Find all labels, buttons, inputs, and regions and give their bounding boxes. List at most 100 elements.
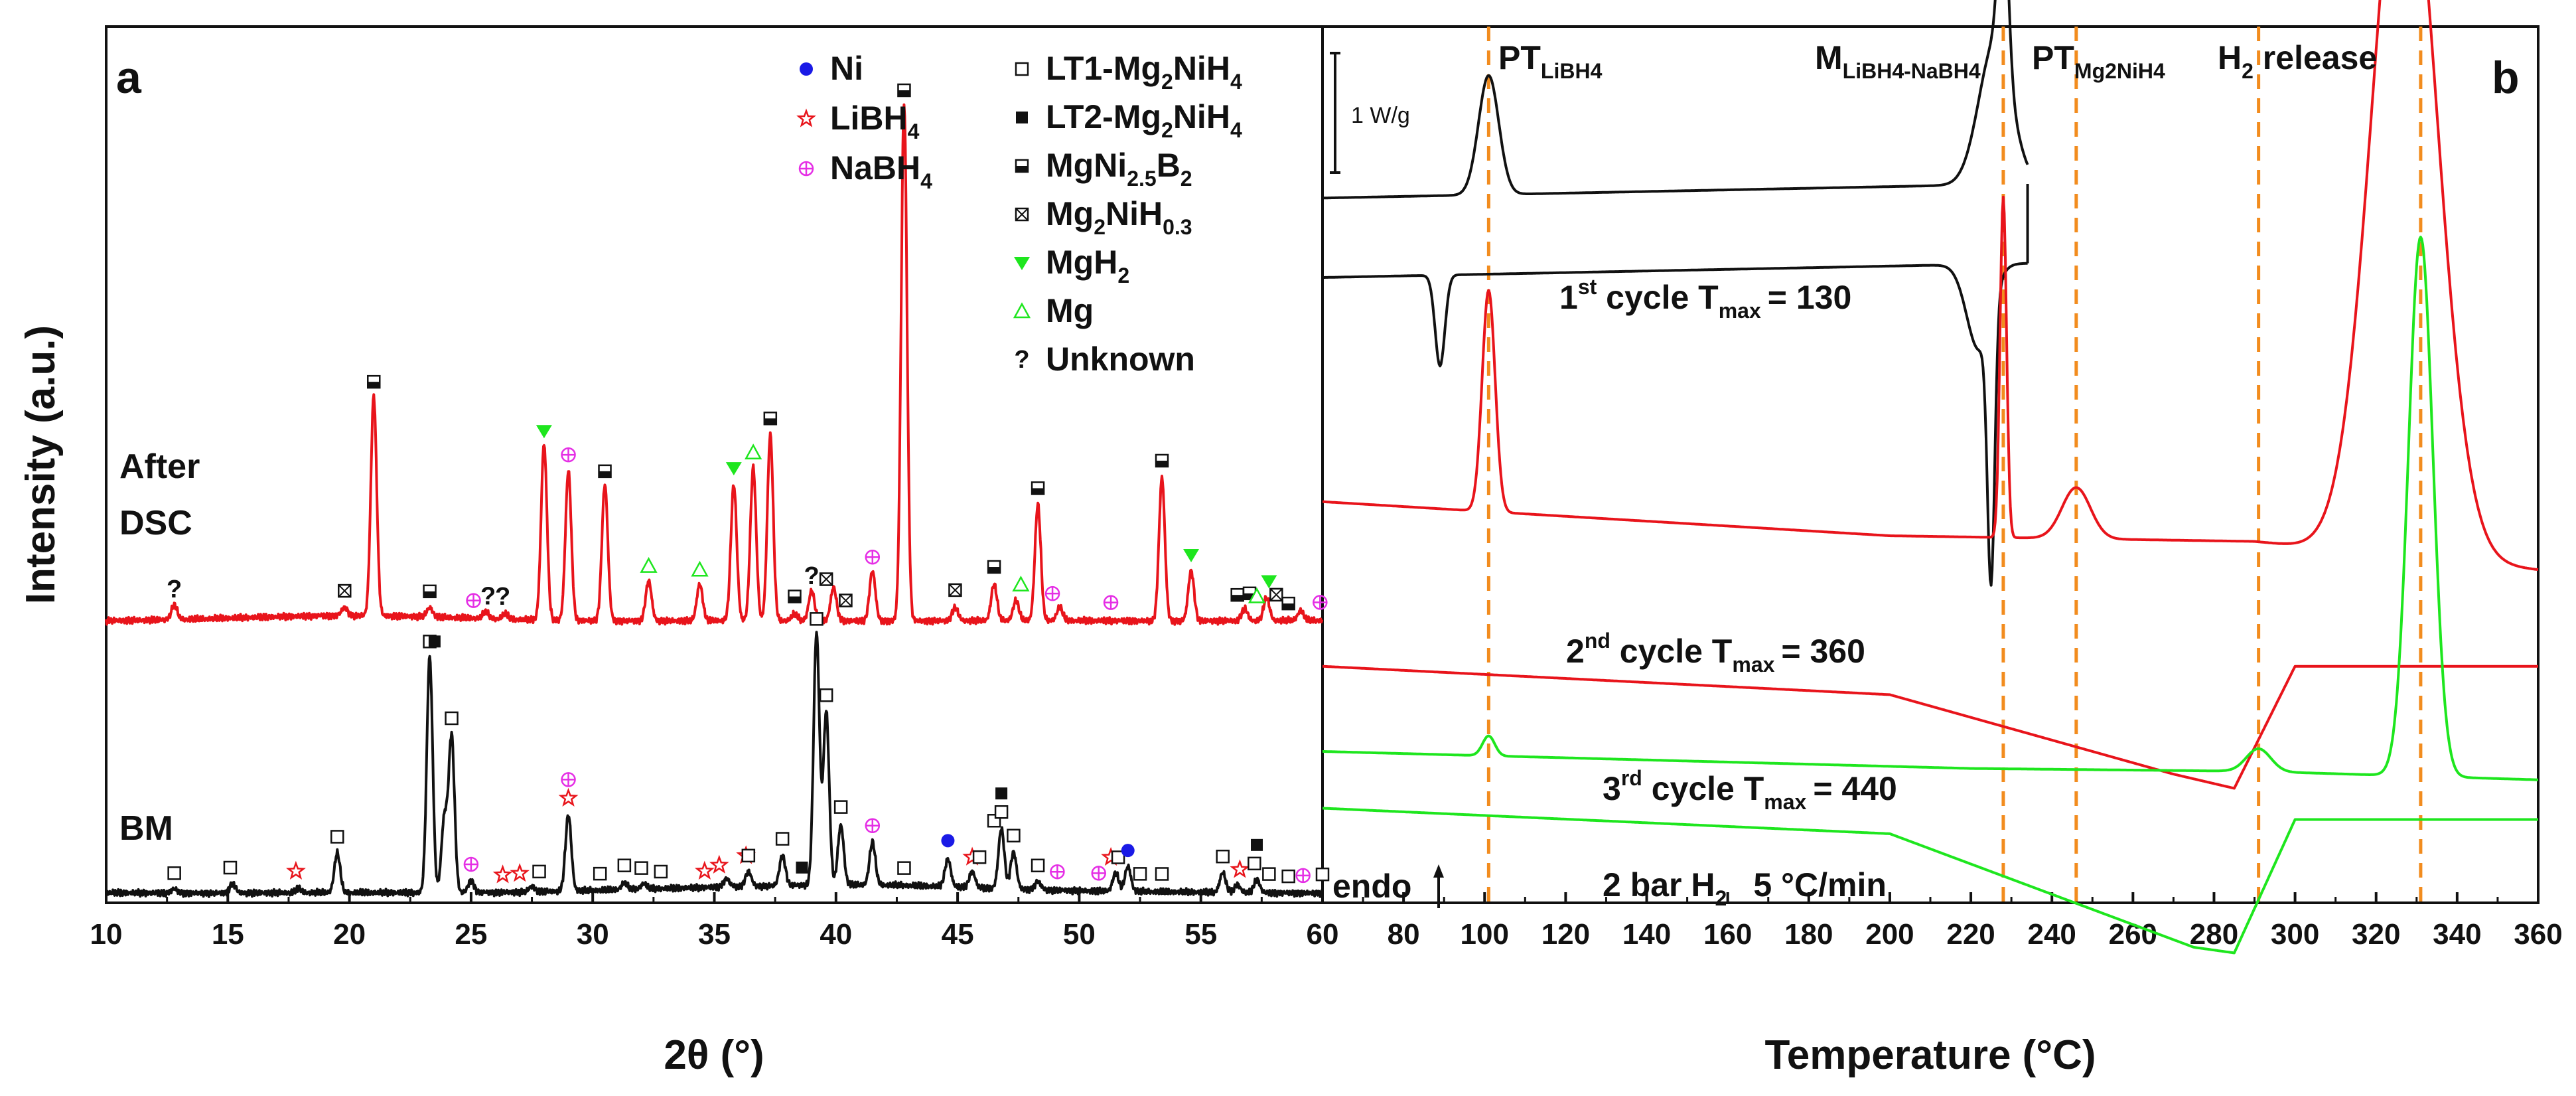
legend-label: Mg xyxy=(1046,292,1094,329)
data-lines xyxy=(105,0,2539,955)
svg-text:?: ? xyxy=(480,582,496,610)
panel-label-b: b xyxy=(2492,52,2520,103)
filled-square-marker xyxy=(995,787,1008,800)
question-marker: ? xyxy=(495,583,510,611)
open-square-marker xyxy=(1015,62,1029,76)
x-tick-label-a: 10 xyxy=(90,918,123,951)
svg-text:?: ? xyxy=(804,562,820,590)
x-tick-label-b: 140 xyxy=(1622,918,1671,951)
vline-label-pt-mg2nih4: PTMg2NiH4 xyxy=(2032,39,2165,83)
question-marker: ? xyxy=(480,582,496,610)
filled-square-marker xyxy=(1251,838,1263,851)
crossed-circle-marker xyxy=(865,549,881,565)
open-star-marker xyxy=(1230,859,1250,878)
svg-text:?: ? xyxy=(167,576,182,603)
half-square-marker xyxy=(1015,159,1029,173)
open-square-marker xyxy=(1248,856,1261,871)
vline-label-h2-release: H2 release xyxy=(2218,39,2377,83)
open-star-marker xyxy=(286,860,306,880)
x-tick-label-b: 280 xyxy=(2190,918,2238,951)
open-square-marker xyxy=(1281,869,1295,884)
legend-item: LT1-Mg2NiH4 xyxy=(1015,50,1242,94)
cycle2-label: 2nd cycle Tmax = 360 xyxy=(1566,629,1865,676)
open-square-marker xyxy=(593,866,607,881)
xrd-pattern-bm xyxy=(105,631,1324,898)
legend-item: ? Unknown xyxy=(1014,341,1195,378)
x-tick-label-b: 120 xyxy=(1541,918,1590,951)
x-axis-title-a: 2θ (°) xyxy=(664,1032,764,1078)
half-square-marker xyxy=(987,560,1001,574)
x-tick-label-a: 30 xyxy=(577,918,609,951)
crossed-circle-marker xyxy=(1091,866,1106,881)
filled-square-marker xyxy=(428,635,441,648)
filled-circle-marker xyxy=(800,62,813,76)
open-star-marker xyxy=(796,108,816,127)
open-star-marker xyxy=(694,860,715,880)
open-square-marker xyxy=(775,832,790,846)
half-square-marker xyxy=(598,464,612,479)
legend-item: Mg xyxy=(1013,292,1094,329)
legend-label: Mg2NiH0.3 xyxy=(1046,195,1192,239)
dsc-curve-3 xyxy=(1322,665,2539,790)
open-square-marker xyxy=(810,612,823,626)
half-square-marker xyxy=(1155,453,1169,468)
question-marker: ? xyxy=(1014,346,1029,374)
svg-text:?: ? xyxy=(1014,346,1029,374)
cycle1-label: 1st cycle Tmax = 130 xyxy=(1559,275,1851,323)
filled-circle-marker xyxy=(1121,844,1135,858)
legend-label: Ni xyxy=(830,50,863,87)
half-square-marker xyxy=(1281,596,1295,611)
legend-label: NaBH4 xyxy=(830,149,932,193)
open-square-marker xyxy=(330,830,344,844)
filled-triangle-down-marker xyxy=(536,425,552,439)
half-square-marker xyxy=(1230,587,1244,602)
open-square-marker xyxy=(654,864,668,879)
open-triangle-marker xyxy=(1012,576,1030,591)
x-tick-label-a: 25 xyxy=(455,918,487,951)
phase-markers: ???? xyxy=(167,83,1330,884)
x-tick-label-b: 160 xyxy=(1703,918,1752,951)
conditions-label: 2 bar H2 5 °C/min xyxy=(1603,866,1887,910)
half-square-marker xyxy=(788,589,802,603)
open-triangle-marker xyxy=(691,560,709,577)
scale-bar-label: 1 W/g xyxy=(1351,103,1410,128)
cycle3-label: 3rd cycle Tmax = 440 xyxy=(1603,766,1897,814)
crossed-circle-marker xyxy=(466,593,481,608)
question-marker: ? xyxy=(167,576,182,603)
open-square-marker xyxy=(741,848,756,863)
legend-label: Unknown xyxy=(1046,341,1195,378)
open-square-marker xyxy=(1111,850,1125,864)
endo-arrow-icon xyxy=(1433,864,1444,908)
open-square-marker xyxy=(994,805,1009,819)
legend-label: MgNi2.5B2 xyxy=(1046,147,1192,191)
x-tick-label-a: 50 xyxy=(1063,918,1096,951)
x-tick-label-a: 40 xyxy=(820,918,852,951)
open-square-marker xyxy=(833,800,848,814)
after-dsc-label-line2: DSC xyxy=(119,504,192,542)
crossed-circle-marker xyxy=(1050,864,1065,880)
x-tick-label-b: 80 xyxy=(1388,918,1420,951)
legend-label: LT2-Mg2NiH4 xyxy=(1046,98,1242,142)
dsc-curve-1 xyxy=(1322,262,2028,587)
crossed-square-marker xyxy=(1269,587,1283,602)
x-tick-label-b: 300 xyxy=(2271,918,2319,951)
filled-square-marker xyxy=(796,861,808,874)
open-square-marker xyxy=(1262,867,1276,881)
half-square-marker xyxy=(367,374,381,389)
legend-item: NaBH4 xyxy=(798,149,932,193)
open-square-marker xyxy=(819,688,833,702)
crossed-circle-marker xyxy=(463,856,479,872)
crossed-square-marker xyxy=(839,593,853,607)
crossed-circle-marker xyxy=(1295,868,1311,884)
open-triangle-marker xyxy=(640,557,658,573)
panel-label-a: a xyxy=(116,52,142,103)
open-square-marker xyxy=(972,850,987,864)
open-square-marker xyxy=(167,866,181,880)
x-tick-label-a: 20 xyxy=(333,918,366,951)
dsc-curve-5 xyxy=(1322,807,2539,955)
open-square-marker xyxy=(1155,867,1169,881)
open-square-marker xyxy=(1133,867,1147,881)
filled-triangle-down-marker xyxy=(1014,257,1030,270)
open-square-marker xyxy=(1007,828,1021,843)
